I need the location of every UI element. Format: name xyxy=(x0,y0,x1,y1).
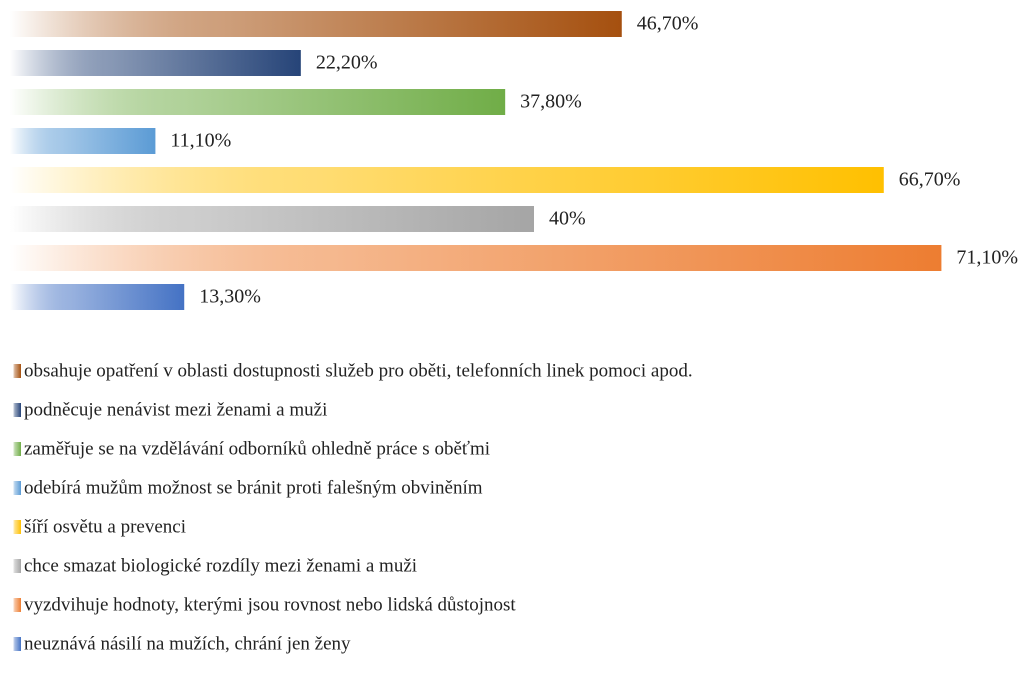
value-label: 37,80% xyxy=(520,91,582,113)
value-label: 11,10% xyxy=(170,130,231,152)
legend-swatch xyxy=(13,442,21,456)
legend-label: neuznává násilí na mužích, chrání jen že… xyxy=(24,633,351,654)
value-label: 71,10% xyxy=(956,247,1018,269)
legend-swatch xyxy=(13,520,21,534)
value-label: 66,70% xyxy=(899,169,961,191)
legend-label: obsahuje opatření v oblasti dostupnosti … xyxy=(24,360,693,381)
bar xyxy=(10,128,156,154)
value-label: 46,70% xyxy=(637,13,699,35)
legend-label: šíří osvětu a prevenci xyxy=(24,516,186,537)
legend-swatch xyxy=(13,481,21,495)
bar xyxy=(10,284,185,310)
bar xyxy=(10,245,942,271)
value-label: 22,20% xyxy=(316,52,378,74)
legend-label: zaměřuje se na vzdělávání odborníků ohle… xyxy=(24,438,490,459)
legend-label: vyzdvihuje hodnoty, kterými jsou rovnost… xyxy=(24,594,516,615)
legend-swatch xyxy=(13,364,21,378)
legend-label: podněcuje nenávist mezi ženami a muži xyxy=(24,399,327,420)
legend-label: odebírá mužům možnost se bránit proti fa… xyxy=(24,477,483,498)
value-label: 40% xyxy=(549,208,586,230)
legend-swatch xyxy=(13,598,21,612)
bar xyxy=(10,206,534,232)
legend-swatch xyxy=(13,559,21,573)
bar xyxy=(10,50,301,76)
legend-label: chce smazat biologické rozdíly mezi žena… xyxy=(24,555,417,576)
bar xyxy=(10,89,506,115)
value-label: 13,30% xyxy=(199,286,261,308)
legend-swatch xyxy=(13,403,21,417)
bar xyxy=(10,167,884,193)
legend-swatch xyxy=(13,637,21,651)
bar xyxy=(10,11,622,37)
